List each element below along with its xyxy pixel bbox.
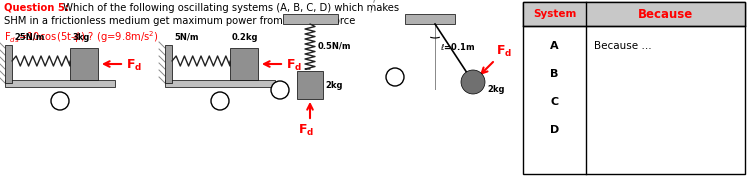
Text: $\mathbf{F_d}$: $\mathbf{F_d}$ [496, 44, 512, 59]
Text: B: B [551, 69, 559, 79]
Text: B: B [217, 96, 223, 106]
Bar [70, 48, 98, 80]
Text: Because …: Because … [594, 41, 651, 51]
Text: A: A [551, 41, 559, 51]
Text: D: D [391, 72, 399, 82]
Circle shape [211, 92, 229, 110]
Text: 0.2kg: 0.2kg [232, 33, 258, 42]
Bar [523, 2, 745, 26]
Bar [5, 80, 115, 87]
Text: SHM in a frictionless medium get maximum power from external force: SHM in a frictionless medium get maximum… [4, 16, 356, 26]
Bar [5, 45, 12, 83]
Text: 25N/m: 25N/m [14, 33, 44, 42]
Bar [297, 71, 323, 99]
Text: Question 5:: Question 5: [4, 3, 69, 13]
Text: $\mathbf{F_d}$: $\mathbf{F_d}$ [286, 57, 302, 72]
Text: $\mathbf{F_d}$: $\mathbf{F_d}$ [298, 123, 314, 138]
Bar [230, 48, 258, 80]
Bar [165, 45, 172, 83]
Text: D: D [550, 125, 559, 135]
Bar [405, 14, 455, 24]
Text: 2kg: 2kg [487, 86, 504, 95]
Text: C: C [551, 97, 559, 107]
Circle shape [461, 70, 485, 94]
Circle shape [51, 92, 69, 110]
Text: System: System [533, 9, 576, 19]
Circle shape [271, 81, 289, 99]
Bar [283, 14, 338, 24]
Text: $\mathbf{F_d}$: $\mathbf{F_d}$ [126, 57, 142, 72]
Text: 3kg: 3kg [72, 33, 90, 42]
Text: 2kg: 2kg [325, 81, 343, 90]
Text: 5N/m: 5N/m [174, 33, 199, 42]
Bar [523, 2, 745, 174]
Bar [165, 80, 275, 87]
Text: C: C [276, 85, 284, 95]
Text: $\ell$=0.1m: $\ell$=0.1m [440, 40, 475, 52]
Circle shape [386, 68, 404, 86]
Text: 0.5N/m: 0.5N/m [318, 42, 352, 50]
Text: F$_{d\mathregular{s}}$=10cos(5t-$\phi$) ? (g=9.8m/s$^{2}$): F$_{d\mathregular{s}}$=10cos(5t-$\phi$) … [4, 29, 158, 45]
Text: Because: Because [638, 8, 693, 21]
Text: A: A [56, 96, 63, 106]
Text: Which of the following oscillating systems (A, B, C, D) which makes: Which of the following oscillating syste… [60, 3, 399, 13]
